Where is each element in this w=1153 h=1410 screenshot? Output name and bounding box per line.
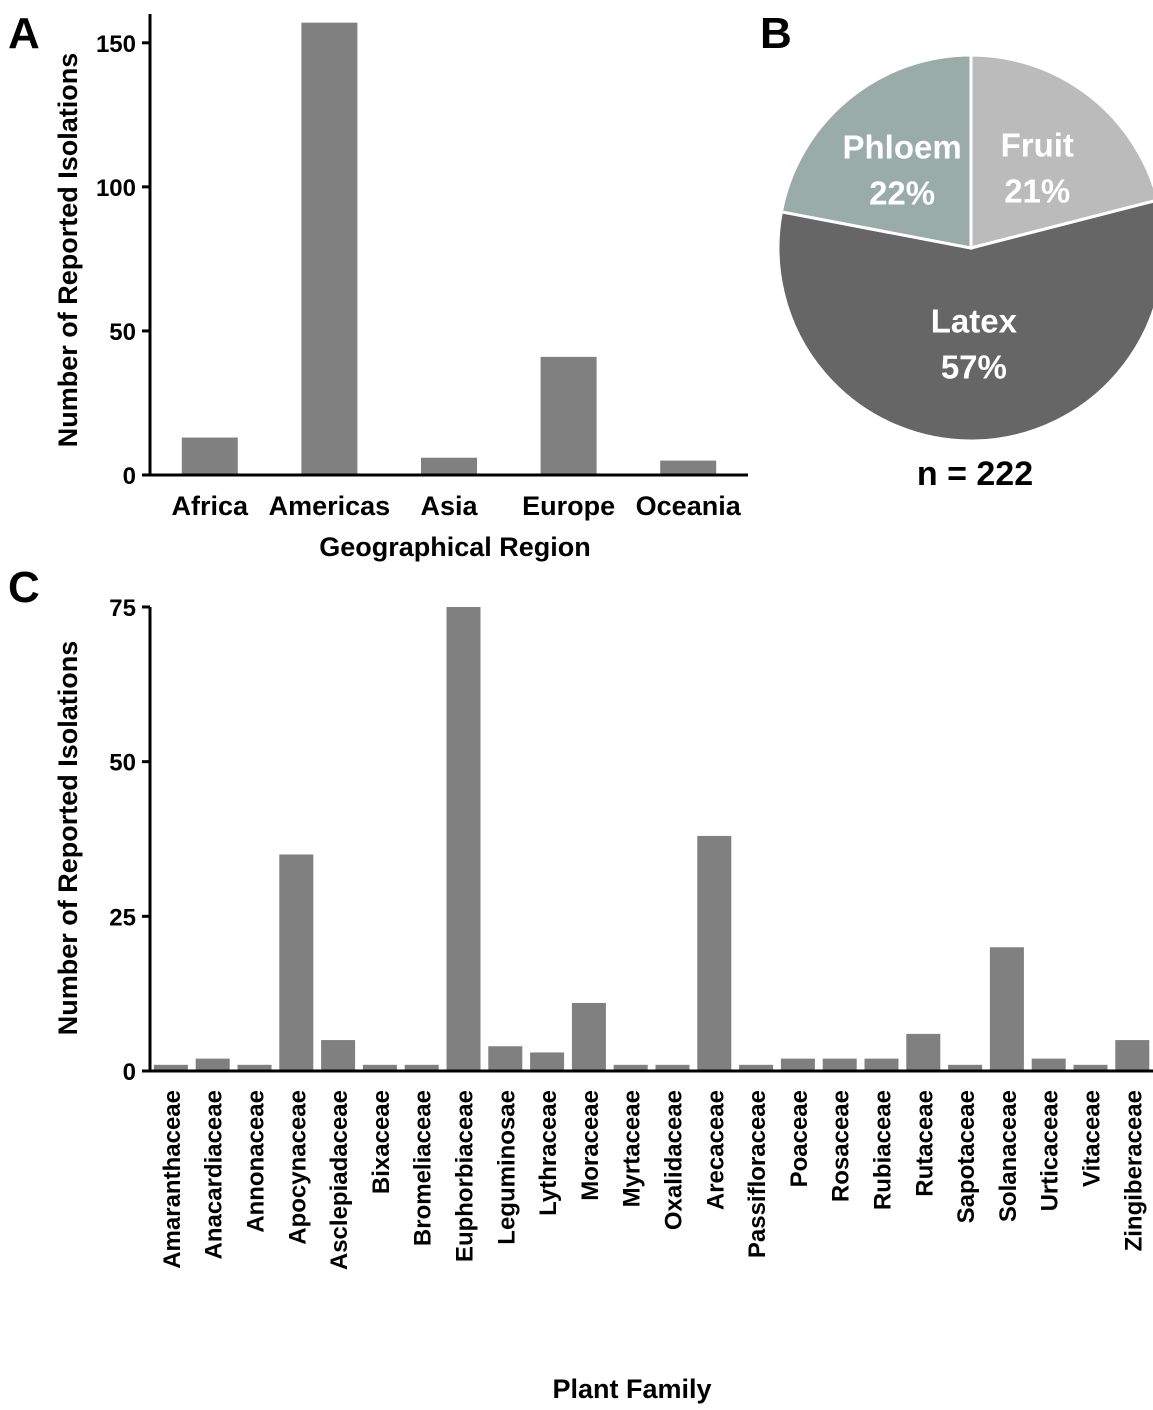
y-tick-label: 0 xyxy=(123,463,136,490)
x-category-label: Passifloraceae xyxy=(744,1090,771,1258)
x-category-label: Anacardiaceae xyxy=(201,1090,228,1259)
x-category-label: Zingiberaceae xyxy=(1120,1090,1147,1251)
x-category-label: Myrtaceae xyxy=(619,1090,646,1207)
region-x-labels: Africa Americas Asia Europe Oceania xyxy=(172,491,742,521)
bar-asclepiadaceae xyxy=(321,1040,356,1071)
family-bars xyxy=(153,607,1150,1071)
bar-asia xyxy=(421,457,477,475)
x-category-label: Rutaceae xyxy=(911,1090,938,1197)
panel-a-letter: A xyxy=(8,9,40,58)
family-y-ticks: 0 25 50 75 xyxy=(109,595,150,1086)
family-x-labels: Amaranthaceae Anacardiaceae Annonaceae Apoc… xyxy=(159,1090,1147,1270)
x-category-label: Lythraceae xyxy=(535,1090,562,1216)
x-category-label: Sapotaceae xyxy=(953,1090,980,1223)
region-bars xyxy=(181,22,717,476)
panel-c-letter: C xyxy=(8,563,40,612)
x-category-label: Americas xyxy=(269,491,391,521)
pie-slice-phloem xyxy=(779,53,973,250)
bar-passifloraceae xyxy=(739,1064,774,1071)
x-category-label: Amaranthaceae xyxy=(159,1090,186,1269)
pie-label-latex: Latex xyxy=(931,303,1018,340)
bar-apocynaceae xyxy=(279,854,314,1071)
y-tick-label: 50 xyxy=(109,319,136,346)
x-category-label: Oxalidaceae xyxy=(661,1090,688,1230)
family-x-axis-title: Plant Family xyxy=(552,1374,711,1404)
pie-labels: Fruit 21% Latex 57% Phloem 22% xyxy=(843,127,1074,386)
bar-europe xyxy=(540,356,597,475)
bar-rubiaceae xyxy=(864,1058,899,1071)
region-axes xyxy=(148,14,748,477)
y-tick-label: 150 xyxy=(96,31,136,58)
x-category-label: Poaceae xyxy=(786,1090,813,1187)
bar-rosaceae xyxy=(822,1058,857,1071)
bar-amaranthaceae xyxy=(153,1064,188,1071)
bar-zingiberaceae xyxy=(1115,1040,1150,1071)
y-tick-label: 50 xyxy=(109,750,136,777)
x-category-label: Leguminosae xyxy=(493,1090,520,1245)
sample-size-label: n = 222 xyxy=(917,455,1033,493)
x-category-label: Bromeliaceae xyxy=(410,1090,437,1246)
region-y-ticks: 0 50 100 150 xyxy=(96,31,150,490)
bar-annonaceae xyxy=(237,1064,272,1071)
region-y-axis-title: Number of Reported Isolations xyxy=(53,53,83,448)
x-category-label: Euphorbiaceae xyxy=(452,1090,479,1262)
x-category-label: Europe xyxy=(522,491,615,521)
bar-arecaceae xyxy=(697,835,732,1071)
x-category-label: Rubiaceae xyxy=(870,1090,897,1210)
pie-slice-latex xyxy=(776,199,1153,443)
bar-anacardiaceae xyxy=(195,1058,230,1071)
x-category-label: Vitaceae xyxy=(1079,1090,1106,1187)
y-tick-label: 75 xyxy=(109,595,136,622)
x-category-label: Annonaceae xyxy=(243,1090,270,1233)
y-tick-label: 25 xyxy=(109,904,136,931)
x-category-label: Asia xyxy=(420,491,478,521)
region-bar-chart: 0 50 100 150 Africa Americas Asia Europe Oceani… xyxy=(53,14,748,562)
bar-poaceae xyxy=(780,1058,815,1071)
bar-euphorbiaceae xyxy=(446,607,481,1071)
y-tick-label: 0 xyxy=(123,1059,136,1086)
pie-percent-latex: 57% xyxy=(941,349,1007,386)
family-y-axis-title: Number of Reported Isolations xyxy=(53,641,83,1036)
bar-rutaceae xyxy=(906,1033,941,1071)
region-x-axis-title: Geographical Region xyxy=(319,532,591,562)
pie-percent-fruit: 21% xyxy=(1004,173,1070,210)
x-category-label: Africa xyxy=(172,491,250,521)
tissue-pie-chart: Fruit 21% Latex 57% Phloem 22% n = 222 xyxy=(776,53,1153,493)
panel-b-letter: B xyxy=(760,9,792,58)
x-category-label: Oceania xyxy=(636,491,742,521)
bar-africa xyxy=(181,437,238,475)
pie-label-fruit: Fruit xyxy=(1001,127,1074,164)
bar-oxalidaceae xyxy=(655,1064,690,1071)
pie-slice-fruit xyxy=(969,53,1153,250)
pie-label-phloem: Phloem xyxy=(843,129,962,166)
x-category-label: Asclepiadaceae xyxy=(326,1090,353,1270)
family-axes xyxy=(148,607,1153,1073)
pie-slices xyxy=(776,53,1153,443)
pie-percent-phloem: 22% xyxy=(869,175,935,212)
y-tick-label: 100 xyxy=(96,175,136,202)
bar-lythraceae xyxy=(530,1052,565,1071)
bar-bromeliaceae xyxy=(404,1064,439,1071)
x-category-label: Arecaceae xyxy=(702,1090,729,1210)
x-category-label: Urticaceae xyxy=(1037,1090,1064,1211)
bar-sapotaceae xyxy=(948,1064,983,1071)
x-category-label: Solanaceae xyxy=(995,1090,1022,1222)
family-bar-chart: 0 25 50 75 Amaranthaceae Anacardiaceae Annona… xyxy=(53,595,1153,1404)
bar-vitaceae xyxy=(1073,1064,1108,1071)
x-category-label: Apocynaceae xyxy=(284,1090,311,1245)
bar-urticaceae xyxy=(1031,1058,1066,1071)
bar-americas xyxy=(301,22,358,476)
bar-leguminosae xyxy=(488,1046,523,1071)
bar-bixaceae xyxy=(362,1064,397,1071)
bar-moraceae xyxy=(571,1002,606,1071)
x-category-label: Moraceae xyxy=(577,1090,604,1201)
x-category-label: Rosaceae xyxy=(828,1090,855,1202)
bar-solanaceae xyxy=(989,947,1024,1071)
x-category-label: Bixaceae xyxy=(368,1090,395,1194)
bar-myrtaceae xyxy=(613,1064,648,1071)
bar-oceania xyxy=(660,460,717,475)
